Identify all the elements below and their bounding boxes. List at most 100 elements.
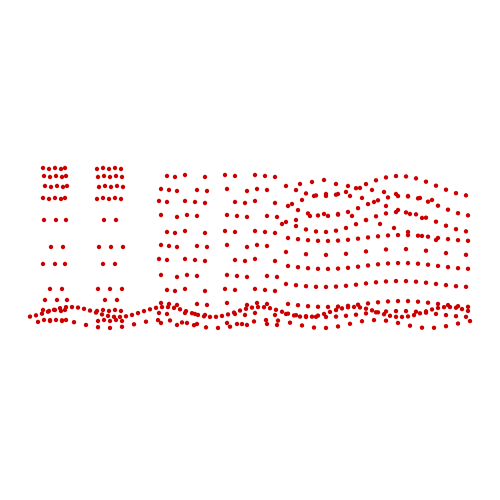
point (51, 307, 57, 312)
point (249, 305, 255, 310)
point (95, 325, 101, 330)
point (463, 229, 469, 234)
point (413, 309, 419, 314)
point (363, 311, 369, 316)
point (383, 203, 389, 209)
point (156, 256, 162, 262)
point (385, 195, 391, 200)
point (443, 324, 449, 329)
point (184, 320, 190, 326)
point (433, 311, 439, 317)
point (99, 312, 105, 317)
point (242, 312, 248, 318)
point (359, 195, 365, 201)
point (117, 314, 123, 320)
point (405, 298, 411, 304)
point (203, 325, 209, 330)
point (295, 237, 301, 242)
point (262, 287, 268, 293)
point (83, 322, 89, 328)
point (174, 188, 180, 194)
point (100, 165, 106, 171)
point (313, 229, 319, 234)
point (158, 212, 164, 218)
point (40, 307, 46, 313)
point (323, 229, 329, 235)
point (465, 266, 471, 272)
point (303, 314, 309, 320)
point (365, 235, 371, 240)
point (353, 282, 359, 287)
point (355, 264, 361, 269)
point (225, 312, 231, 317)
point (244, 322, 250, 328)
point (63, 317, 69, 323)
point (39, 311, 45, 316)
point (385, 299, 391, 304)
point (172, 174, 178, 180)
point (119, 324, 125, 330)
point (303, 227, 309, 232)
point (118, 308, 124, 314)
point (433, 219, 439, 224)
point (272, 288, 278, 294)
point (323, 325, 329, 331)
point (383, 279, 389, 284)
point (345, 209, 351, 215)
point (347, 193, 353, 199)
point (264, 213, 270, 219)
point (254, 300, 260, 306)
point (202, 174, 208, 180)
point (309, 314, 315, 319)
point (102, 183, 108, 189)
point (120, 184, 126, 190)
point (252, 256, 258, 262)
point (194, 213, 200, 219)
point (279, 309, 285, 314)
point (345, 305, 351, 310)
point (141, 308, 147, 314)
point (405, 232, 411, 238)
point (184, 212, 190, 218)
point (105, 313, 111, 319)
point (393, 173, 399, 179)
point (174, 244, 180, 250)
point (232, 257, 238, 263)
point (445, 236, 451, 242)
point (204, 188, 210, 194)
point (119, 318, 125, 324)
point (213, 314, 219, 320)
point (465, 238, 471, 244)
point (224, 242, 230, 248)
point (101, 317, 107, 323)
point (433, 237, 439, 243)
point (425, 199, 431, 204)
point (172, 230, 178, 236)
point (224, 320, 230, 326)
point (363, 181, 369, 187)
point (413, 176, 419, 181)
point (325, 304, 331, 310)
point (108, 244, 114, 250)
point (423, 280, 429, 285)
point (263, 317, 269, 323)
point (120, 244, 126, 250)
point (272, 174, 278, 180)
point (419, 233, 425, 239)
point (232, 229, 238, 235)
point (333, 228, 339, 233)
point (293, 223, 299, 229)
point (164, 287, 170, 293)
point (45, 309, 51, 314)
point (194, 301, 200, 307)
point (224, 186, 230, 192)
point (202, 288, 208, 294)
point (274, 214, 280, 220)
point (423, 215, 429, 220)
point (299, 197, 305, 203)
point (335, 324, 341, 329)
point (373, 280, 379, 285)
point (131, 322, 137, 327)
point (393, 191, 399, 197)
point (41, 173, 47, 179)
